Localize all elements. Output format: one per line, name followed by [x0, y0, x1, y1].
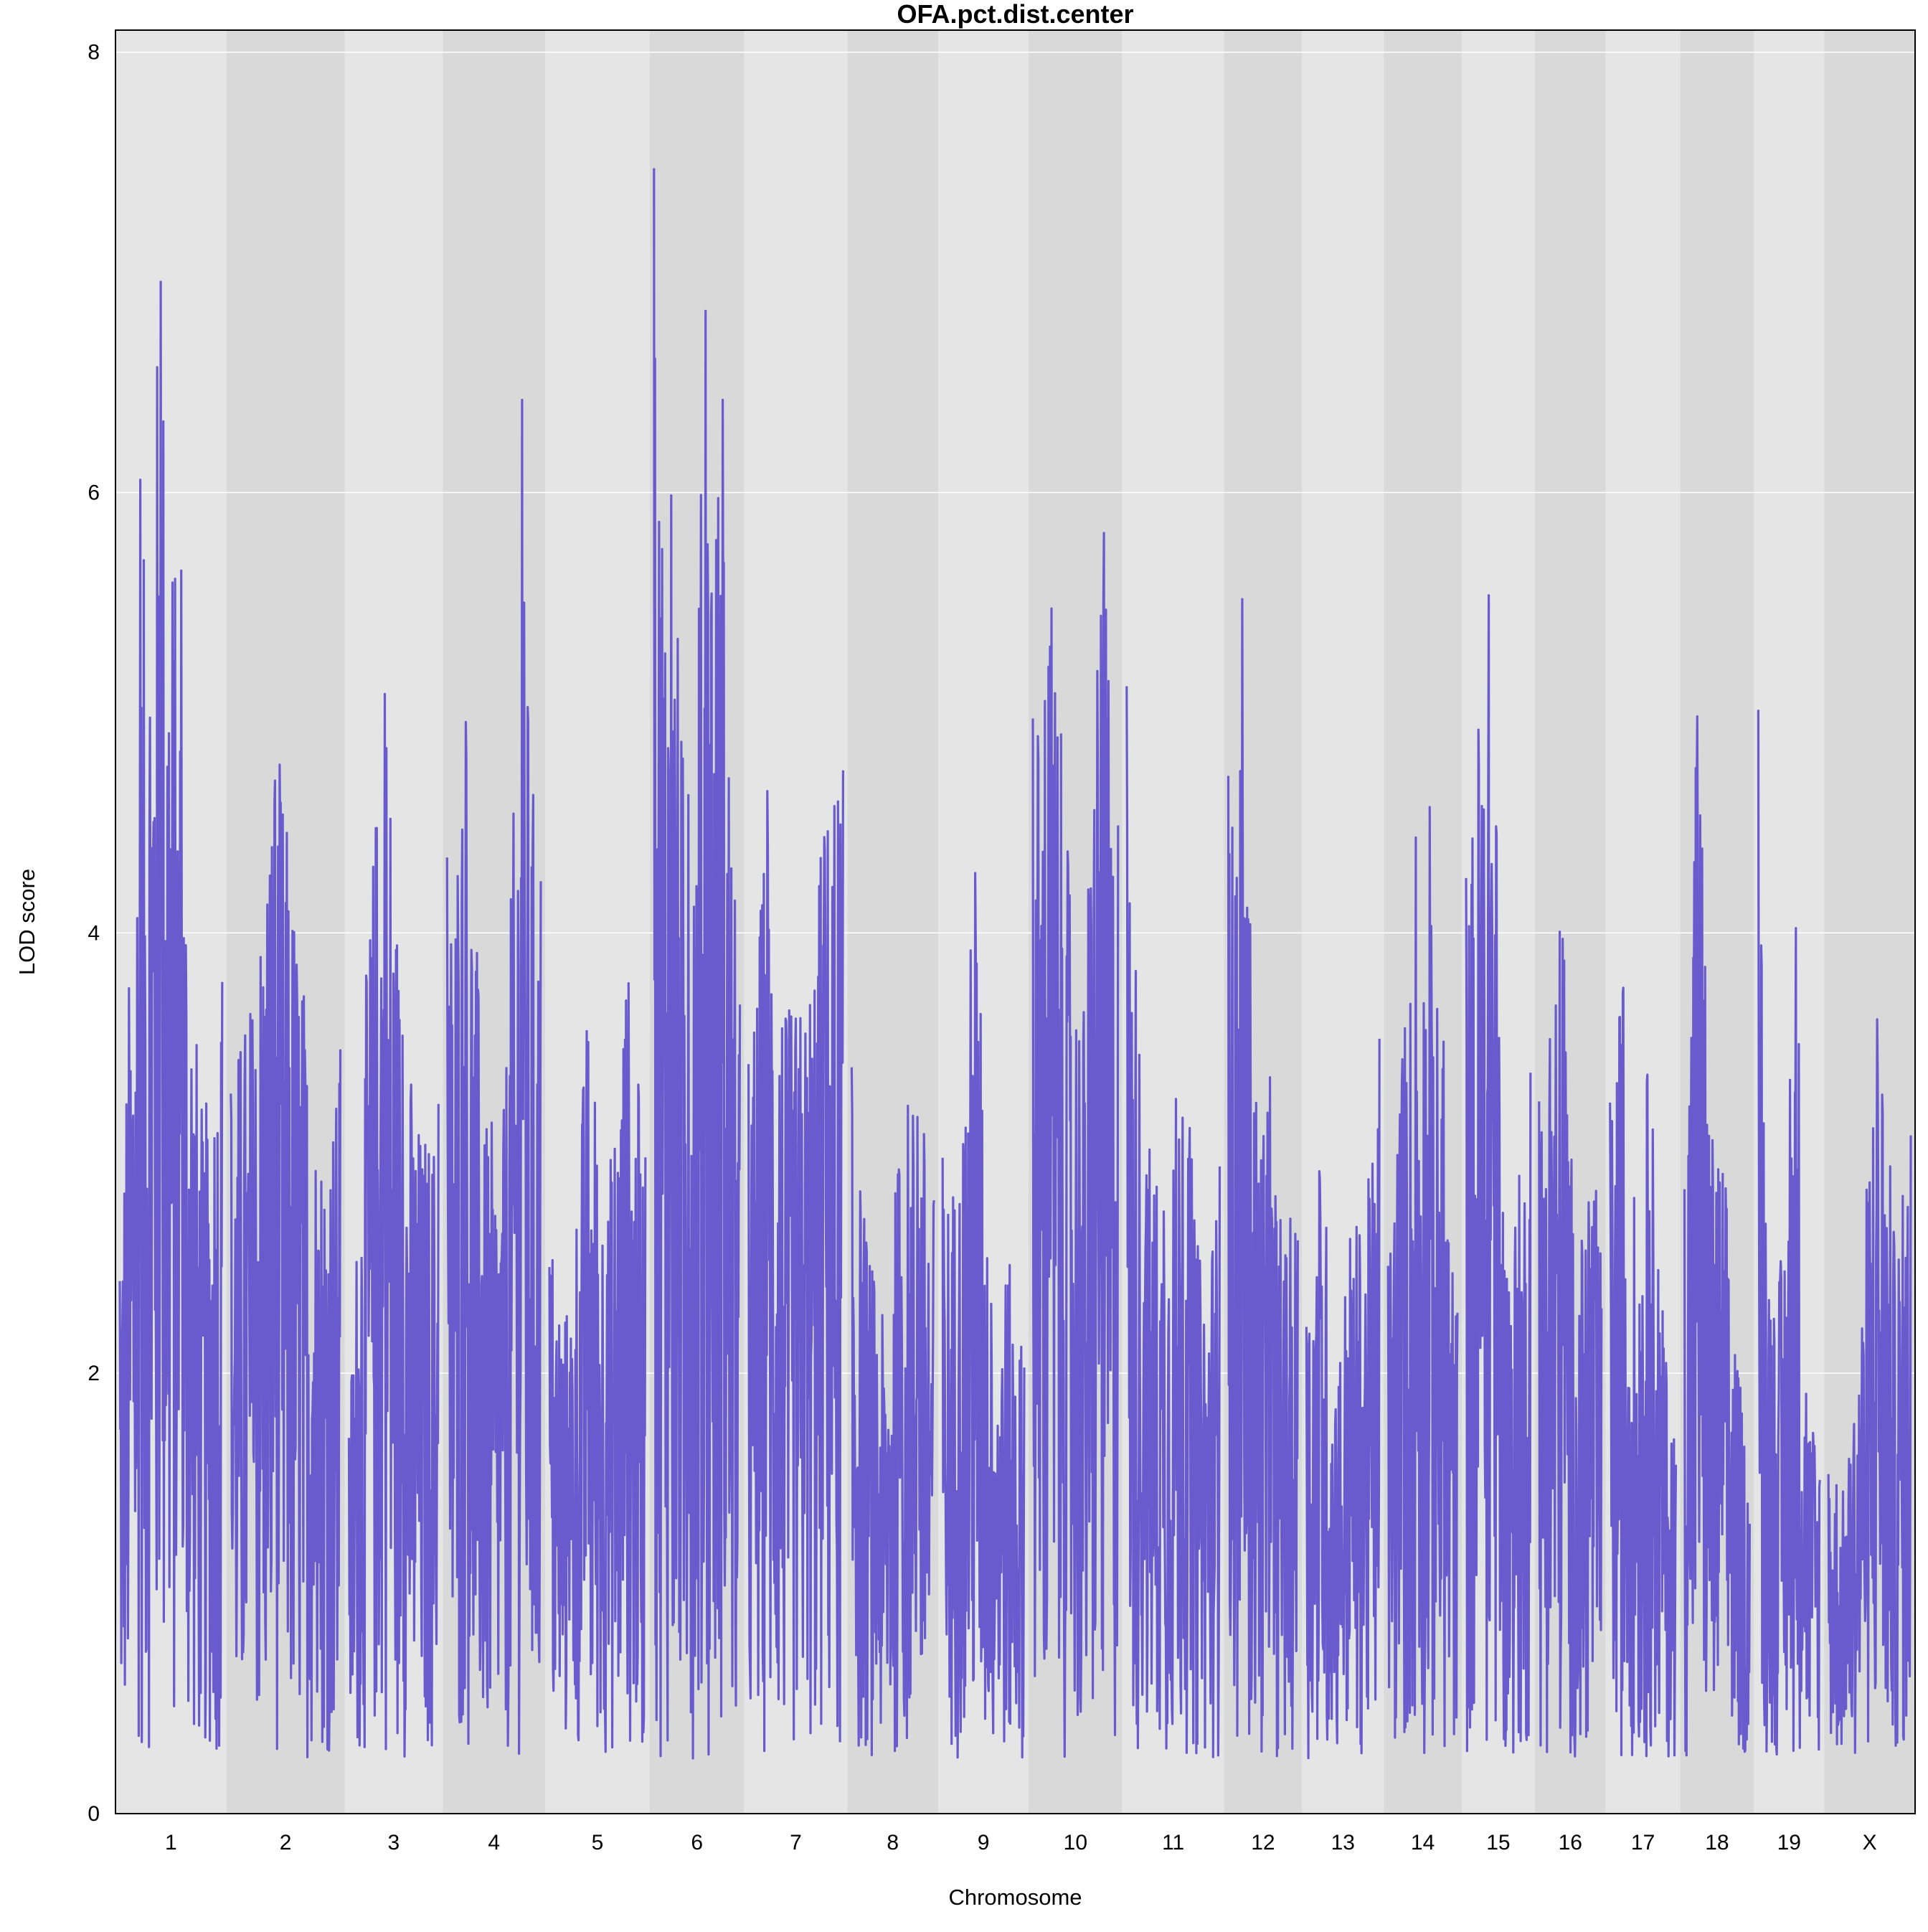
- lod-line-chr-16: [1538, 930, 1603, 1758]
- x-tick-label: 4: [488, 1831, 500, 1855]
- lod-line-chr-13: [1305, 1038, 1381, 1760]
- x-tick-label: 2: [280, 1831, 292, 1855]
- x-tick-label: 19: [1777, 1831, 1801, 1855]
- x-tick-label: 5: [592, 1831, 604, 1855]
- x-axis-ticks: 1 2 3 4 5 6 7 8 9 10 11 12 13 14 15 16 17 18 19 X: [165, 1831, 1877, 1855]
- y-tick-label: 4: [88, 921, 100, 945]
- lod-line-chr-8: [850, 1067, 935, 1756]
- lod-line-chr-18: [1683, 715, 1751, 1757]
- x-tick-label: 18: [1705, 1831, 1729, 1855]
- lod-line-chr-1: [118, 281, 224, 1750]
- y-tick-label: 2: [88, 1362, 100, 1385]
- x-tick-label: 12: [1251, 1831, 1275, 1855]
- lod-line-chr-X: [1827, 1018, 1912, 1754]
- x-tick-label: 10: [1064, 1831, 1087, 1855]
- lod-line-chr-19: [1757, 710, 1821, 1756]
- x-tick-label: 7: [790, 1831, 802, 1855]
- x-tick-label: 15: [1486, 1831, 1510, 1855]
- x-tick-label: 13: [1331, 1831, 1355, 1855]
- y-tick-label: 8: [88, 41, 100, 65]
- lod-line-chr-9: [941, 872, 1026, 1759]
- x-tick-label: 6: [691, 1831, 703, 1855]
- y-tick-label: 6: [88, 481, 100, 505]
- y-axis-label: LOD score: [14, 869, 39, 975]
- x-tick-label: 11: [1162, 1831, 1184, 1855]
- lod-line-chr-3: [347, 692, 440, 1758]
- lod-line-chr-15: [1465, 594, 1532, 1754]
- lod-line-chr-11: [1125, 686, 1221, 1758]
- x-tick-label: 14: [1411, 1831, 1435, 1855]
- lod-line-chr-7: [747, 770, 845, 1753]
- x-tick-label: X: [1863, 1831, 1877, 1855]
- lod-line-chr-10: [1031, 532, 1120, 1758]
- x-tick-label: 16: [1559, 1831, 1582, 1855]
- x-tick-label: 17: [1631, 1831, 1655, 1855]
- lod-line-chr-17: [1609, 986, 1678, 1758]
- lod-line-chr-12: [1227, 598, 1300, 1758]
- lod-line-chr-6: [653, 168, 742, 1760]
- lod-line-chr-2: [230, 763, 342, 1758]
- chart-title: OFA.pct.dist.center: [897, 0, 1133, 29]
- x-tick-label: 9: [978, 1831, 990, 1855]
- lod-line-chr-14: [1386, 806, 1459, 1754]
- y-tick-label: 0: [88, 1802, 100, 1826]
- plot-frame: [115, 29, 1916, 1814]
- x-tick-label: 3: [388, 1831, 400, 1855]
- x-tick-label: 1: [165, 1831, 177, 1855]
- lod-line-chr-5: [548, 981, 647, 1753]
- lod-line-chr-4: [445, 398, 542, 1755]
- y-axis-ticks: 0 2 4 6 8: [88, 41, 100, 1826]
- lod-series: [118, 168, 1912, 1760]
- x-tick-label: 8: [887, 1831, 899, 1855]
- x-axis-label: Chromosome: [948, 1885, 1082, 1910]
